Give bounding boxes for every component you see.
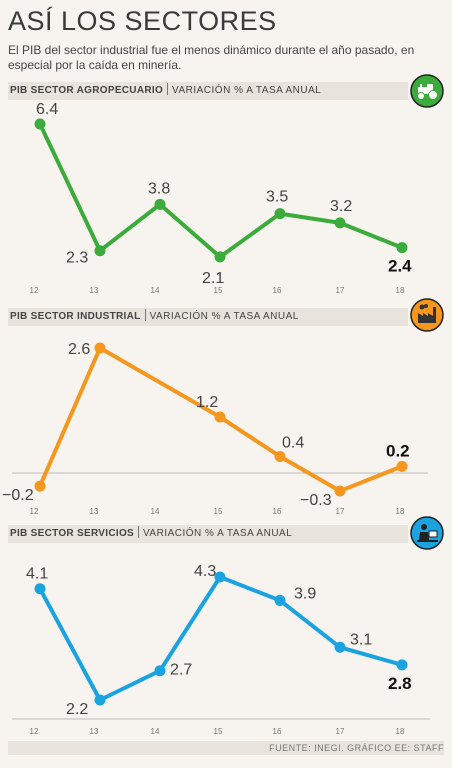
industrial-data-label: −0.3 <box>300 492 332 509</box>
industrial-title: PIB SECTOR INDUSTRIAL <box>10 311 141 322</box>
agro-data-label: 2.1 <box>202 270 224 287</box>
agro-chart: 6.4 2.3 3.8 2.1 3.5 3.2 2.4 12 13 14 15 16 17 18 <box>30 101 413 295</box>
servicios-data-point <box>274 594 286 606</box>
servicios-tick-label: 17 <box>336 727 345 736</box>
agro-tick-label: 14 <box>151 286 160 295</box>
industrial-data-point <box>94 342 106 354</box>
servicios-data-label: 3.1 <box>350 631 372 648</box>
industrial-tick-label: 15 <box>214 507 223 516</box>
servicios-data-label: 4.1 <box>26 566 48 583</box>
industrial-subtitle: VARIACIÓN % A TASA ANUAL <box>149 311 299 322</box>
agro-data-point <box>94 245 106 257</box>
industrial-data-label: 0.4 <box>282 434 304 451</box>
agro-data-point <box>274 208 286 220</box>
agro-tick-label: 15 <box>214 286 223 295</box>
tractor-icon <box>410 74 444 108</box>
servicios-data-point <box>154 665 166 677</box>
agro-data-label: 3.8 <box>148 180 170 197</box>
servicios-data-label: 4.3 <box>194 563 216 580</box>
industrial-tick-label: 17 <box>336 507 345 516</box>
industrial-series-line <box>38 346 404 493</box>
agro-data-point <box>34 118 46 130</box>
page-title: ASÍ LOS SECTORES <box>8 6 277 36</box>
agro-title: PIB SECTOR AGROPECUARIO <box>10 85 164 96</box>
agro-tick-label: 16 <box>273 286 282 295</box>
agro-data-point <box>334 217 346 229</box>
servicios-tick-label: 16 <box>273 727 282 736</box>
servicios-tick-label: 13 <box>90 727 99 736</box>
industrial-tick-label: 18 <box>396 507 405 516</box>
servicios-subtitle: VARIACIÓN % A TASA ANUAL <box>143 528 293 539</box>
agro-data-point <box>396 242 408 254</box>
industrial-tick-label: 12 <box>30 507 39 516</box>
agro-data-label: 2.3 <box>66 250 88 267</box>
industrial-data-point <box>274 450 286 462</box>
industrial-tick-label: 14 <box>151 507 160 516</box>
factory-icon <box>410 298 444 332</box>
servicios-data-point <box>334 641 346 653</box>
agro-tick-label: 17 <box>336 286 345 295</box>
industrial-data-point <box>34 480 46 492</box>
servicios-data-label: 2.2 <box>66 701 88 718</box>
agro-tick-label: 12 <box>30 286 39 295</box>
servicios-tick-label: 15 <box>214 727 223 736</box>
servicios-data-label: 3.9 <box>294 585 316 602</box>
agro-header: PIB SECTOR AGROPECUARIO VARIACIÓN % A TAS… <box>8 82 408 100</box>
servicios-data-point <box>94 694 106 706</box>
servicios-series-line <box>38 575 404 702</box>
agro-data-point <box>214 251 226 263</box>
servicios-tick-label: 18 <box>396 727 405 736</box>
servicios-data-point <box>34 583 46 595</box>
industrial-tick-label: 13 <box>90 507 99 516</box>
industrial-data-label: 0.2 <box>386 441 410 460</box>
industrial-tick-label: 16 <box>273 507 282 516</box>
servicios-tick-label: 12 <box>30 727 39 736</box>
industrial-data-point <box>396 460 408 472</box>
agro-data-label: 3.2 <box>330 198 352 215</box>
agro-tick-label: 18 <box>396 286 405 295</box>
servicios-data-point <box>396 659 408 671</box>
servicios-header: PIB SECTOR SERVICIOS VARIACIÓN % A TASA A… <box>8 525 408 543</box>
servicios-tick-label: 14 <box>151 727 160 736</box>
agro-data-label: 6.4 <box>36 101 58 118</box>
industrial-data-label: −0.2 <box>2 487 34 504</box>
agro-data-label: 3.5 <box>266 189 288 206</box>
agro-subtitle: VARIACIÓN % A TASA ANUAL <box>172 85 322 96</box>
agro-data-point <box>154 198 166 210</box>
agro-tick-label: 13 <box>90 286 99 295</box>
industrial-data-point <box>214 411 226 423</box>
agro-series-line <box>38 122 404 259</box>
industrial-data-point <box>334 485 346 497</box>
industrial-data-label: 1.2 <box>196 394 218 411</box>
servicios-data-label: 2.7 <box>170 662 192 679</box>
industrial-header: PIB SECTOR INDUSTRIAL VARIACIÓN % A TASA … <box>8 308 408 326</box>
source-note: FUENTE: INEGI. GRÁFICO EE: STAFF <box>8 741 444 755</box>
industrial-data-label: 2.6 <box>68 341 90 358</box>
servicios-data-point <box>214 571 226 583</box>
servicios-title: PIB SECTOR SERVICIOS <box>10 528 134 539</box>
servicios-data-label: 2.8 <box>388 674 412 693</box>
page-subtitle: El PIB del sector industrial fue el meno… <box>8 43 415 72</box>
servicios-chart: 4.1 2.2 2.7 4.3 3.9 3.1 2.8 12 13 14 15 16 17 18 <box>12 563 430 736</box>
office-worker-icon <box>410 516 444 550</box>
industrial-chart: −0.2 2.6 1.2 0.4 −0.3 0.2 12 13 14 15 16 17 18 <box>2 341 428 516</box>
agro-data-label: 2.4 <box>388 257 412 276</box>
